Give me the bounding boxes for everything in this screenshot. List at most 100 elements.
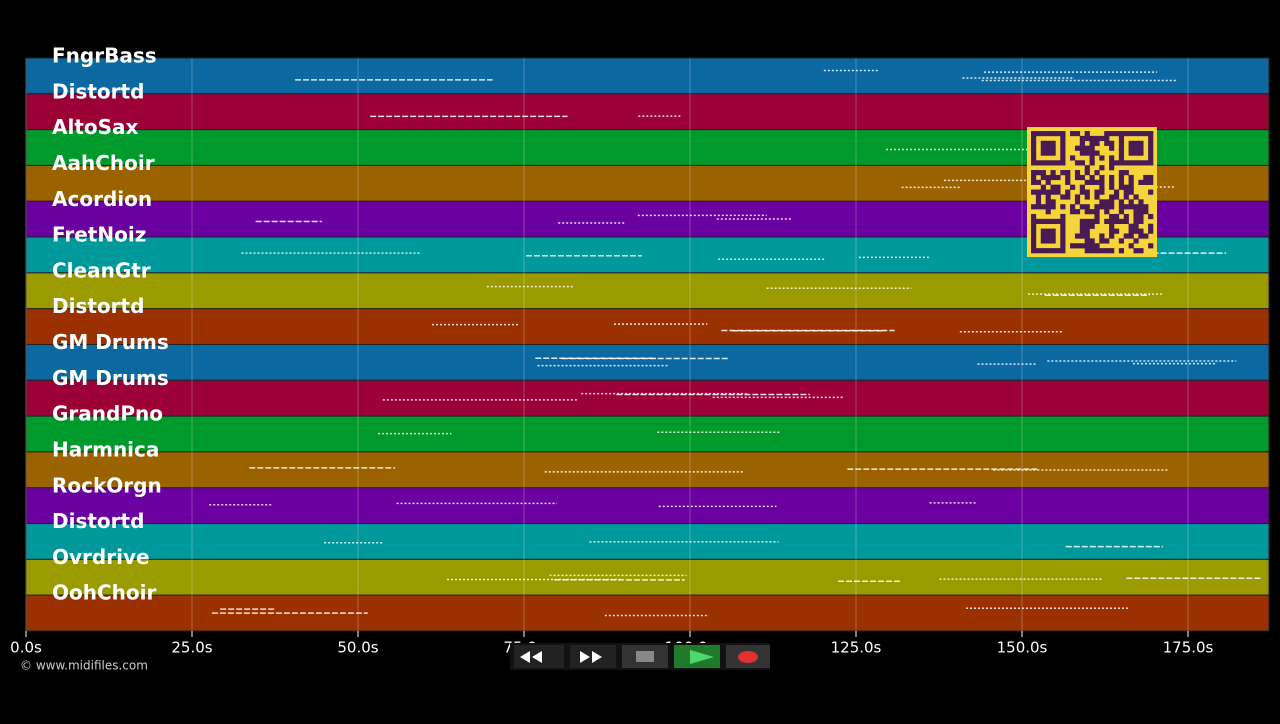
track-name: FretNoiz <box>52 223 146 247</box>
qr-cell <box>1148 160 1154 166</box>
qr-cell <box>1138 204 1144 210</box>
qr-cell <box>1148 179 1154 185</box>
track-name: Distortd <box>52 294 144 318</box>
qr-cell <box>1060 170 1066 176</box>
qr-cell <box>1138 228 1144 234</box>
qr-cell <box>1045 199 1051 205</box>
qr-cell <box>1031 179 1037 185</box>
record-button[interactable] <box>726 645 770 668</box>
qr-cell <box>1148 140 1154 146</box>
qr-cell <box>1148 150 1154 156</box>
qr-cell <box>1035 160 1042 166</box>
qr-cell <box>1035 218 1042 225</box>
qr-cell <box>1148 135 1154 142</box>
qr-cell <box>1089 223 1095 229</box>
play-button[interactable] <box>674 645 720 668</box>
forward-button[interactable] <box>570 645 616 668</box>
qr-cell <box>1128 179 1134 185</box>
qr-cell <box>1143 131 1149 137</box>
qr-cell <box>1128 204 1134 210</box>
qr-cell <box>1089 135 1095 142</box>
qr-cell <box>1099 165 1105 171</box>
qr-cell <box>1055 160 1061 166</box>
qr-cell <box>1118 248 1125 254</box>
qr-cell <box>1104 199 1110 205</box>
qr-cell <box>1123 218 1129 225</box>
qr-cell <box>1099 238 1105 244</box>
qr-cell <box>1118 160 1125 166</box>
track-band <box>25 344 1270 381</box>
qr-cell <box>1084 135 1090 142</box>
qr-cell <box>1045 209 1051 215</box>
qr-cell <box>1045 204 1051 210</box>
qr-cell <box>1031 243 1037 249</box>
qr-cell <box>1060 140 1066 146</box>
qr-cell <box>1104 135 1110 142</box>
track-band <box>25 487 1270 525</box>
qr-cell <box>1089 174 1095 181</box>
qr-cell <box>1084 179 1090 185</box>
qr-cell <box>1094 218 1100 225</box>
qr-cell <box>1109 248 1115 254</box>
qr-cell <box>1031 155 1037 161</box>
track-name: Acordion <box>52 187 152 211</box>
qr-cell <box>1060 238 1066 244</box>
qr-cell <box>1118 179 1125 185</box>
qr-cell <box>1089 243 1095 249</box>
qr-cell <box>1113 213 1120 220</box>
qr-cell <box>1143 160 1149 166</box>
qr-cell <box>1050 228 1056 234</box>
qr-cell <box>1089 179 1095 185</box>
qr-cell <box>1084 170 1090 176</box>
qr-cell <box>1084 233 1090 239</box>
qr-cell <box>1118 238 1125 244</box>
qr-cell <box>1118 150 1125 156</box>
qr-cell <box>1079 204 1085 210</box>
track-name: GM Drums <box>52 330 169 354</box>
qr-cell <box>1084 223 1090 229</box>
track-name: OohChoir <box>52 581 156 605</box>
qr-cell <box>1065 174 1071 181</box>
qr-cell <box>1079 223 1085 229</box>
qr-cell <box>1128 223 1134 229</box>
qr-cell <box>1031 218 1037 225</box>
qr-cell <box>1079 228 1085 234</box>
qr-cell <box>1050 131 1056 137</box>
qr-cell <box>1045 160 1051 166</box>
qr-cell <box>1079 189 1085 195</box>
qr-cell <box>1143 233 1149 239</box>
track-band <box>25 93 1270 131</box>
qr-cell <box>1070 243 1076 249</box>
qr-cell <box>1050 248 1056 254</box>
qr-cell <box>1099 233 1105 239</box>
qr-cell <box>1089 155 1095 161</box>
qr-cell <box>1123 213 1129 220</box>
qr-cell <box>1031 223 1037 229</box>
qr-cell <box>1118 209 1125 215</box>
qr-cell <box>1118 135 1125 142</box>
qr-cell <box>1138 209 1144 215</box>
qr-cell <box>1040 140 1046 146</box>
qr-cell <box>1099 155 1105 161</box>
qr-cell <box>1074 145 1081 151</box>
qr-cell <box>1133 150 1139 156</box>
qr-cell <box>1094 150 1100 156</box>
qr-cell <box>1123 204 1129 210</box>
qr-cell <box>1089 238 1095 244</box>
rewind-button[interactable] <box>514 645 564 668</box>
qr-cell <box>1138 150 1144 156</box>
notes <box>209 69 1261 617</box>
qr-cell <box>1138 179 1144 185</box>
qr-cell <box>1143 174 1149 181</box>
stop-button[interactable] <box>622 645 668 668</box>
qr-cell <box>1074 233 1081 239</box>
qr-cell <box>1099 174 1105 181</box>
qr-cell <box>1040 184 1046 190</box>
qr-cell <box>1094 135 1100 142</box>
track-name: AahChoir <box>52 151 155 175</box>
qr-cell <box>1113 131 1120 137</box>
qr-cell <box>1031 160 1037 166</box>
qr-cell <box>1031 213 1037 220</box>
qr-cell <box>1099 204 1105 210</box>
qr-cell <box>1084 243 1090 249</box>
